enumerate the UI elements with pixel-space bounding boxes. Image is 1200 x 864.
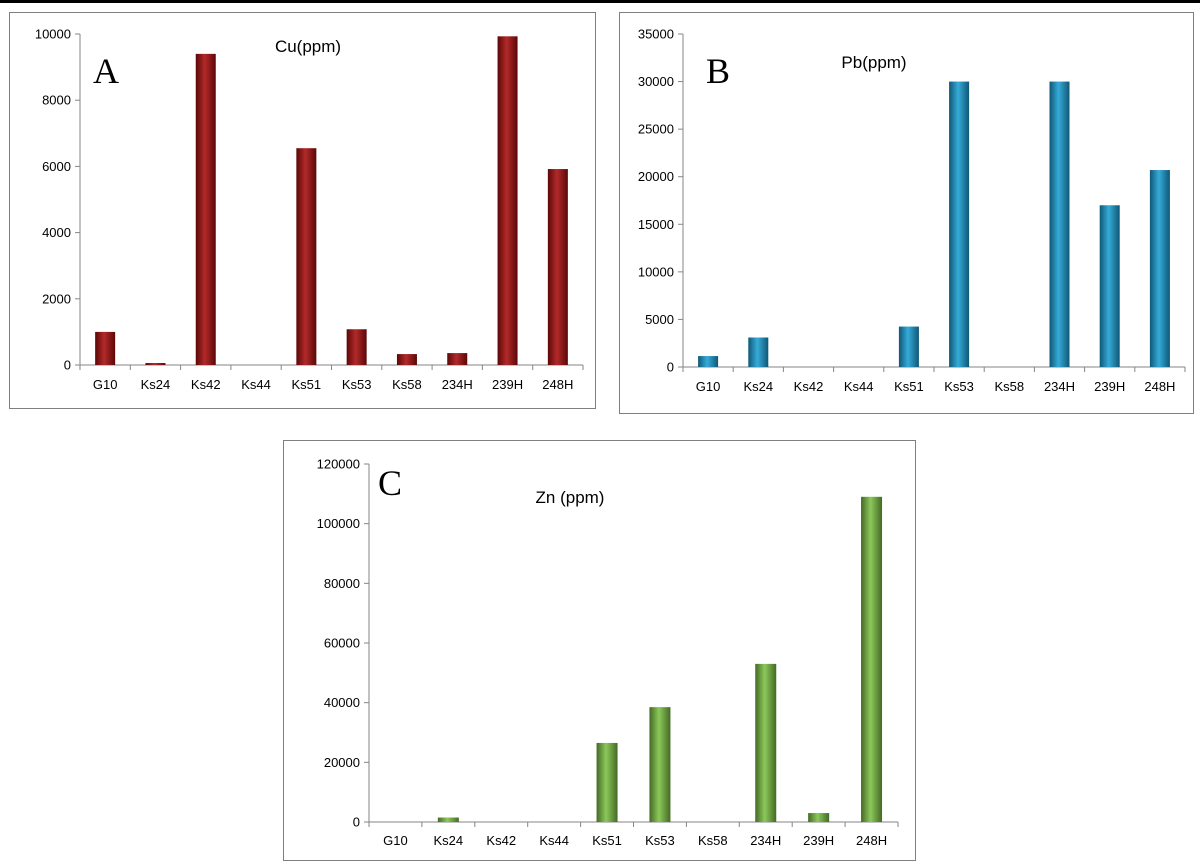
bar-248H [861,496,883,822]
bar-Ks24 [748,337,769,367]
y-tick-label: 10000 [638,264,674,279]
bar-239H [497,36,518,365]
x-tick-label: 248H [542,377,573,392]
x-tick-label: Ks53 [645,833,675,848]
x-tick-label: 239H [492,377,523,392]
bar-234H [755,663,777,822]
y-tick-label: 40000 [324,695,360,710]
bar-G10 [698,356,719,367]
bar-Ks24 [437,817,459,822]
x-tick-label: G10 [383,833,408,848]
y-tick-label: 5000 [645,312,674,327]
x-tick-label: 239H [803,833,834,848]
x-tick-label: Ks24 [743,379,773,394]
bar-234H [1049,81,1070,368]
bar-Ks51 [898,326,919,367]
panel-label: C [378,463,402,503]
y-tick-label: 20000 [638,169,674,184]
x-tick-label: Ks44 [539,833,569,848]
panel-label: B [706,51,730,91]
bar-Ks53 [949,81,970,368]
top-rule [0,0,1200,3]
x-tick-label: Ks24 [434,833,464,848]
y-tick-label: 25000 [638,122,674,137]
bar-Ks42 [195,53,216,366]
bar-239H [808,813,830,822]
x-tick-label: G10 [696,379,721,394]
x-tick-label: Ks53 [944,379,974,394]
x-tick-label: G10 [93,377,118,392]
chart-title: Pb(ppm) [841,53,906,72]
y-tick-label: 30000 [638,74,674,89]
x-tick-label: 248H [856,833,887,848]
x-tick-label: Ks51 [592,833,622,848]
bar-Ks58 [396,354,417,365]
x-tick-label: Ks58 [392,377,422,392]
bar-248H [547,169,568,365]
y-tick-label: 8000 [42,93,71,108]
x-tick-label: Ks44 [844,379,874,394]
y-tick-label: 10000 [35,27,71,42]
bar-Ks24 [145,363,166,365]
bar-248H [1149,170,1170,367]
bar-Ks51 [596,742,618,822]
x-tick-label: 248H [1144,379,1175,394]
x-tick-label: 234H [750,833,781,848]
x-tick-label: Ks44 [241,377,271,392]
chart-c-svg: 0 20000 40000 60000 80000 100000 120000 G10 Ks24… [317,457,899,848]
panel-label: A [93,51,119,91]
chart-b-svg: 0 5000 10000 15000 20000 25000 30000 35000 G10 Ks… [638,27,1186,394]
x-tick-label: Ks58 [994,379,1024,394]
y-tick-label: 35000 [638,27,674,42]
y-tick-label: 80000 [324,576,360,591]
bar-Ks51 [296,148,317,365]
x-tick-label: Ks53 [342,377,372,392]
bar-Ks53 [649,707,671,822]
y-tick-label: 2000 [42,291,71,306]
x-tick-label: Ks42 [191,377,221,392]
y-tick-label: 0 [64,358,71,373]
chart-panel-a: 0 2000 4000 6000 8000 10000 G10 Ks24 Ks42 Ks44 Ks5… [9,12,596,409]
y-tick-label: 120000 [317,457,360,472]
y-tick-label: 60000 [324,636,360,651]
bar-234H [447,353,468,365]
y-tick-label: 0 [667,360,674,375]
x-tick-label: Ks51 [894,379,924,394]
bar-239H [1099,205,1120,367]
y-tick-label: 15000 [638,217,674,232]
x-tick-label: Ks42 [486,833,516,848]
y-tick-label: 20000 [324,755,360,770]
x-tick-label: 234H [1044,379,1075,394]
x-tick-label: Ks42 [794,379,824,394]
x-tick-label: 234H [442,377,473,392]
chart-title: Zn (ppm) [536,488,605,507]
chart-panel-b: 0 5000 10000 15000 20000 25000 30000 35000 G10 Ks… [619,12,1194,414]
x-tick-label: Ks58 [698,833,728,848]
x-tick-label: Ks51 [292,377,322,392]
bar-Ks53 [346,329,367,365]
y-tick-label: 4000 [42,225,71,240]
y-tick-label: 6000 [42,159,71,174]
chart-a-svg: 0 2000 4000 6000 8000 10000 G10 Ks24 Ks42 Ks44 Ks5… [35,27,584,392]
y-tick-label: 100000 [317,516,360,531]
chart-title: Cu(ppm) [275,37,341,56]
chart-panel-c: 0 20000 40000 60000 80000 100000 120000 G10 Ks24… [283,440,916,861]
x-tick-label: 239H [1094,379,1125,394]
x-tick-label: Ks24 [141,377,171,392]
bar-G10 [95,331,116,365]
y-tick-label: 0 [353,815,360,830]
